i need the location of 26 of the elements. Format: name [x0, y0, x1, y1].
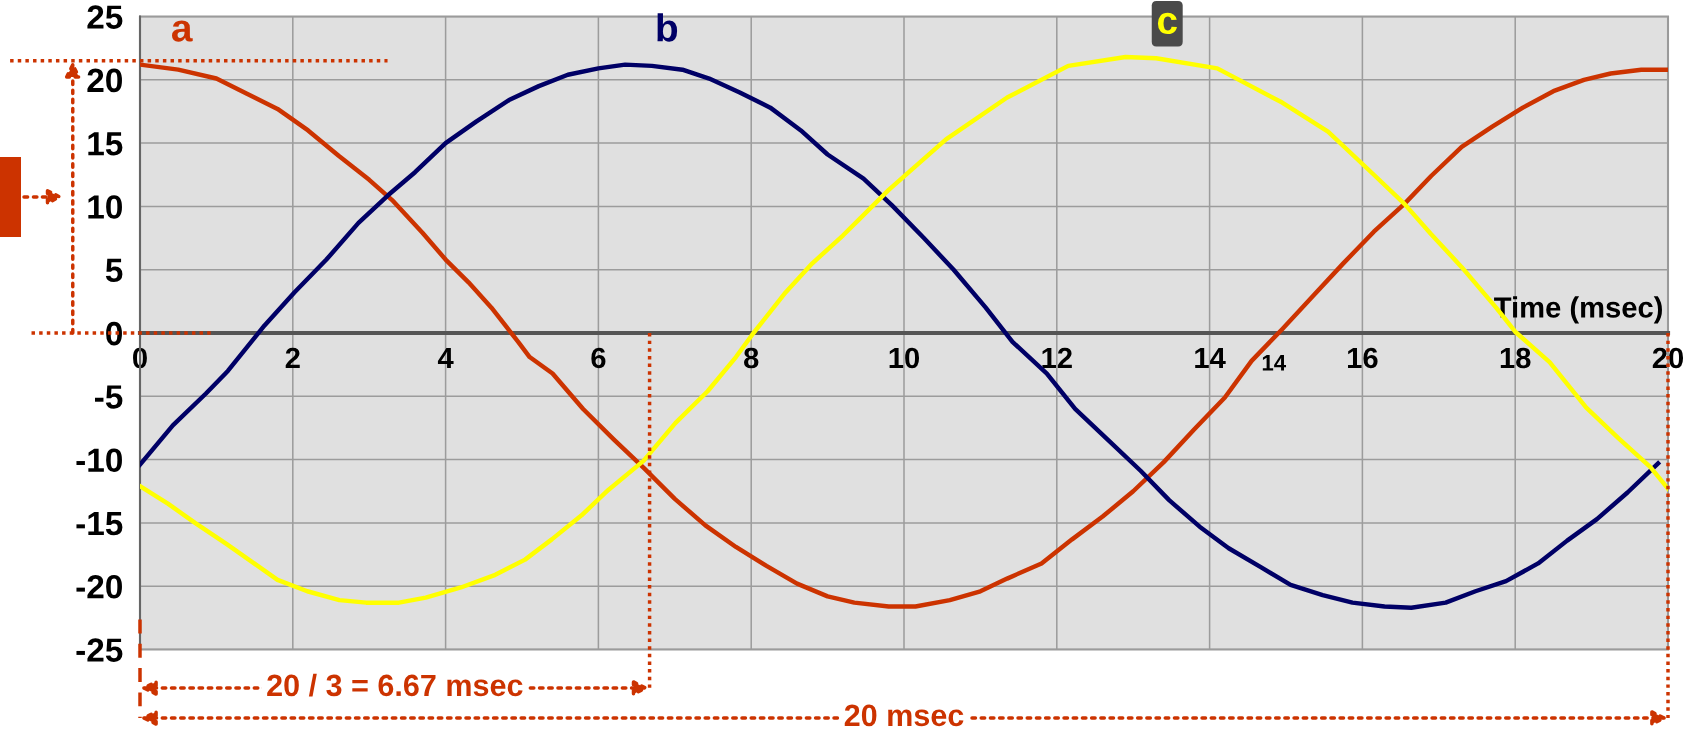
x-tick-label: 10 — [889, 347, 920, 369]
y-tick-label: 15 — [88, 132, 123, 156]
y-tick-label: -10 — [76, 448, 122, 473]
y-tick-label: -15 — [76, 512, 123, 536]
series-label: a — [172, 20, 193, 42]
x-tick-label: 2 — [285, 347, 300, 369]
series-label: c — [1157, 12, 1177, 35]
y-tick-label: 10 — [88, 195, 122, 219]
y-tick-label: 20 — [87, 68, 122, 93]
x-tick-label: 6 — [591, 347, 606, 369]
y-tick-label: -25 — [76, 638, 123, 662]
x-tick-label: 8 — [744, 347, 759, 369]
x-tick-label: 16 — [1348, 347, 1378, 369]
x-tick-label: 4 — [437, 347, 454, 369]
ref-line-label: 20 msec — [844, 704, 964, 727]
y-tick-label: -5 — [95, 385, 123, 409]
y-tick-label: -20 — [76, 575, 122, 599]
x-tick-label: 20 — [1652, 347, 1684, 369]
y-tick-label: 0 — [106, 321, 122, 346]
x-tick-label: 14 — [1195, 347, 1226, 369]
ref-line-label: 20 / 3 = 6.67 msec — [267, 673, 523, 697]
x-tick-label: 12 — [1042, 347, 1072, 369]
y-tick-label: 25 — [87, 5, 123, 29]
series-label: b — [657, 13, 678, 42]
y-tick-label: 5 — [105, 258, 123, 283]
x-tick-label: 18 — [1500, 347, 1531, 369]
